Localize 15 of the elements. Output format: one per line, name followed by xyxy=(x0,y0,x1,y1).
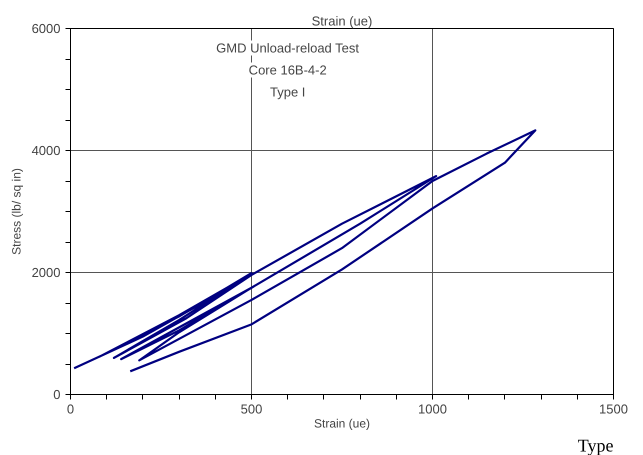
y-tick-label: 0 xyxy=(53,387,61,402)
annotation: GMD Unload-reload Test xyxy=(216,40,360,56)
x2-axis-title: Strain (ue) xyxy=(312,14,372,28)
y-tick-label: 6000 xyxy=(32,21,60,36)
x-tick-label: 0 xyxy=(66,402,74,416)
y-axis-title: Stress (lb/ sq in) xyxy=(10,168,24,255)
x-tick-label: 1000 xyxy=(418,402,447,416)
x-tick-label: 1500 xyxy=(599,402,628,416)
line-series xyxy=(73,129,536,372)
y-tick-label: 4000 xyxy=(32,143,60,158)
x-axis-title: Strain (ue) xyxy=(314,416,370,430)
annotation: Type I xyxy=(270,84,306,100)
x-tick-label: 500 xyxy=(240,402,262,416)
y-tick-label: 2000 xyxy=(32,265,60,280)
annotation: Core 16B-4-2 xyxy=(248,62,327,78)
